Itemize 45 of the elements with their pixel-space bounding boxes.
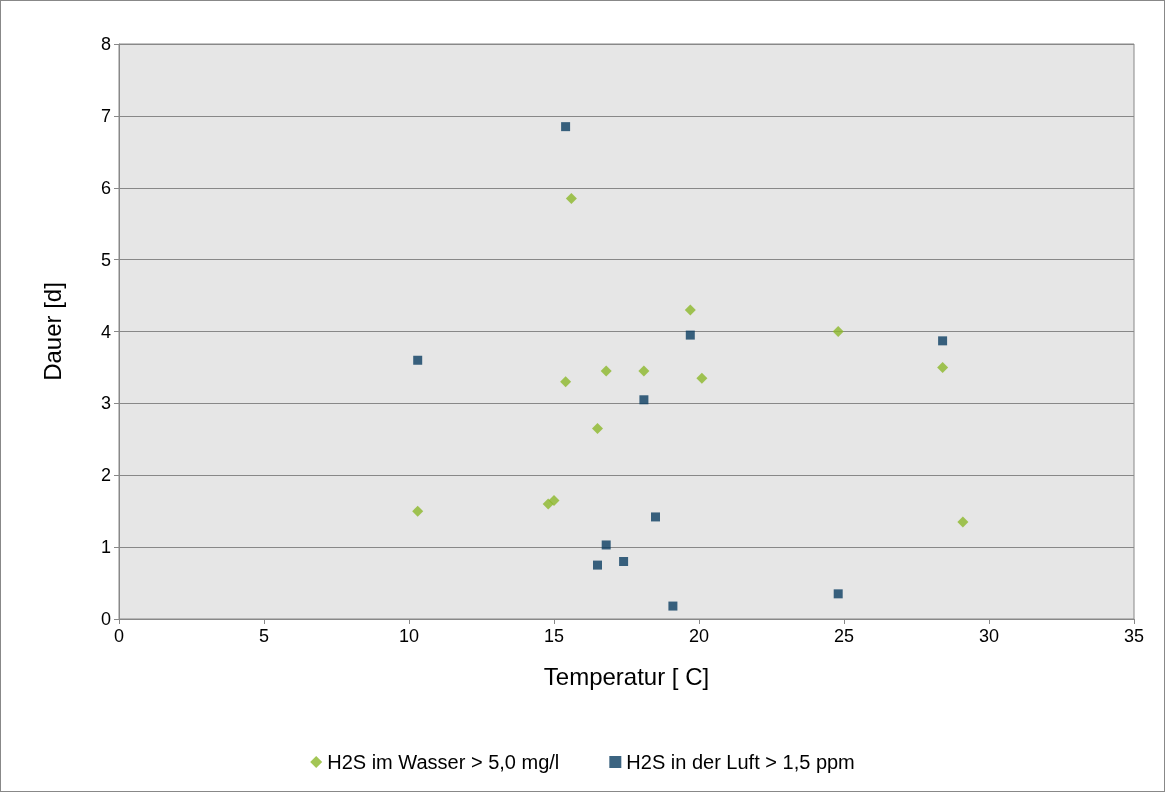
x-tick-label: 5: [258, 626, 270, 646]
y-tick-label: 3: [100, 393, 111, 414]
point: [561, 122, 571, 132]
x-tick-label: 20: [688, 626, 710, 646]
y-tick-label: 5: [100, 249, 111, 270]
point: [412, 505, 424, 517]
point: [684, 304, 696, 316]
x-tick-label: 10: [398, 626, 420, 646]
point: [560, 376, 572, 388]
y-tick-label: 0: [100, 609, 111, 629]
point: [668, 601, 678, 611]
y-axis-title: Dauer [d]: [38, 282, 66, 381]
y-tick-label: 2: [100, 465, 111, 486]
x-tick-label: 15: [543, 626, 565, 646]
x-tick-label: 0: [113, 626, 125, 646]
point: [957, 516, 969, 528]
point: [600, 365, 612, 377]
y-tick-label: 1: [100, 537, 111, 558]
point: [832, 326, 844, 337]
legend-label: H2S im Wasser > 5,0 mg/l: [327, 751, 560, 773]
x-tick-label: 25: [833, 626, 855, 646]
point: [938, 336, 948, 346]
y-tick-label: 4: [100, 321, 111, 342]
x-tick-label: 35: [1123, 626, 1145, 646]
point: [548, 494, 560, 506]
x-tick-label: 30: [978, 626, 1000, 646]
point: [619, 557, 629, 566]
point: [651, 512, 660, 522]
point: [542, 498, 554, 510]
point: [413, 355, 423, 365]
point: [601, 540, 611, 550]
x-axis-title: Temperatur [ C]: [543, 662, 710, 690]
y-tick-label: 7: [100, 105, 111, 126]
y-tick-label: 6: [100, 177, 111, 198]
point: [639, 395, 649, 405]
point: [638, 365, 650, 377]
legend-label: H2S in der Luft > 1,5 ppm: [626, 751, 855, 773]
point: [685, 330, 695, 340]
point: [593, 560, 602, 570]
point: [565, 193, 577, 205]
point: [696, 372, 708, 384]
y-tick-label: 8: [100, 34, 111, 54]
point: [833, 589, 843, 599]
point: [592, 423, 603, 435]
point: [937, 361, 949, 373]
